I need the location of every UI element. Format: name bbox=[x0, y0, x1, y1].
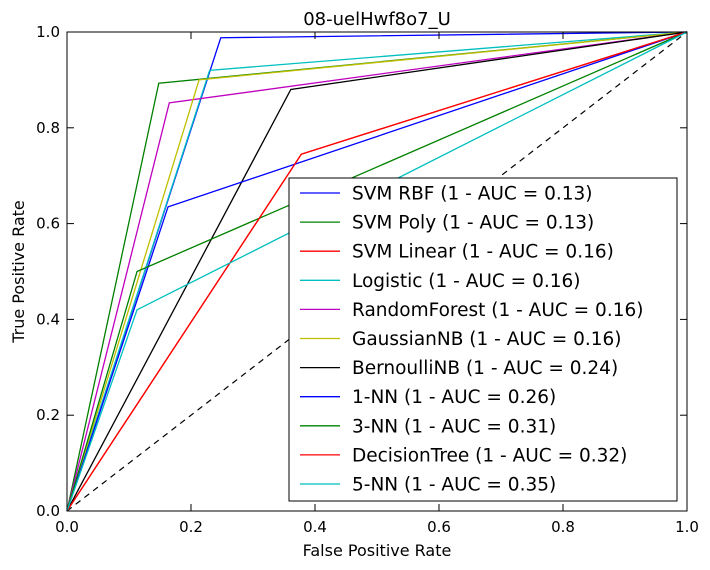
x-tick-label: 0.6 bbox=[427, 518, 451, 536]
legend-label: Logistic (1 - AUC = 0.16) bbox=[352, 271, 580, 292]
chance-diagonal-line bbox=[66, 31, 688, 512]
legend-label: SVM Poly (1 - AUC = 0.13) bbox=[352, 213, 594, 234]
roc-line-5 bbox=[66, 31, 688, 512]
roc-line-6 bbox=[66, 31, 688, 512]
y-tick-label: 1.0 bbox=[36, 23, 60, 41]
roc-line-10 bbox=[66, 31, 688, 512]
y-tick-label: 0.2 bbox=[36, 406, 60, 424]
y-tick-label: 0.0 bbox=[36, 502, 60, 520]
plot-frame bbox=[66, 31, 688, 512]
legend-label: RandomForest (1 - AUC = 0.16) bbox=[352, 300, 643, 321]
x-tick-label: 0.4 bbox=[303, 518, 327, 536]
x-tick-label: 0.0 bbox=[55, 518, 79, 536]
legend-label: 3-NN (1 - AUC = 0.31) bbox=[352, 416, 556, 437]
x-axis-label: False Positive Rate bbox=[303, 541, 452, 560]
chart-title: 08-uelHwf8o7_U bbox=[303, 9, 451, 30]
legend-label: DecisionTree (1 - AUC = 0.32) bbox=[352, 445, 627, 466]
legend-box bbox=[288, 177, 678, 502]
y-tick-label: 0.8 bbox=[36, 119, 60, 137]
legend-label: GaussianNB (1 - AUC = 0.16) bbox=[352, 329, 622, 350]
legend-label: SVM RBF (1 - AUC = 0.13) bbox=[352, 184, 593, 205]
plot-lines bbox=[66, 31, 688, 512]
roc-line-7 bbox=[66, 31, 688, 512]
x-tick-label: 0.2 bbox=[179, 518, 203, 536]
legend: SVM RBF (1 - AUC = 0.13) SVM Poly (1 - AU… bbox=[288, 177, 678, 502]
y-tick-label: 0.4 bbox=[36, 310, 60, 328]
y-axis-label: True Positive Rate bbox=[9, 200, 28, 344]
x-tick-label: 0.8 bbox=[551, 518, 575, 536]
legend-label: 1-NN (1 - AUC = 0.26) bbox=[352, 387, 556, 408]
roc-line-4 bbox=[66, 31, 688, 512]
axis-ticks: 0.00.0 0.2 0.2 0.4 0.4 0.6 0.6 0.8 0.8 1.0 1.0 bbox=[36, 23, 699, 536]
roc-line-8 bbox=[66, 31, 688, 512]
roc-line-9 bbox=[66, 31, 688, 512]
x-tick-label: 1.0 bbox=[675, 518, 699, 536]
legend-label: SVM Linear (1 - AUC = 0.16) bbox=[352, 242, 614, 263]
y-tick-label: 0.6 bbox=[36, 215, 60, 233]
roc-line-11 bbox=[66, 31, 688, 512]
legend-label: BernoulliNB (1 - AUC = 0.24) bbox=[352, 358, 618, 379]
legend-label: 5-NN (1 - AUC = 0.35) bbox=[352, 475, 556, 496]
